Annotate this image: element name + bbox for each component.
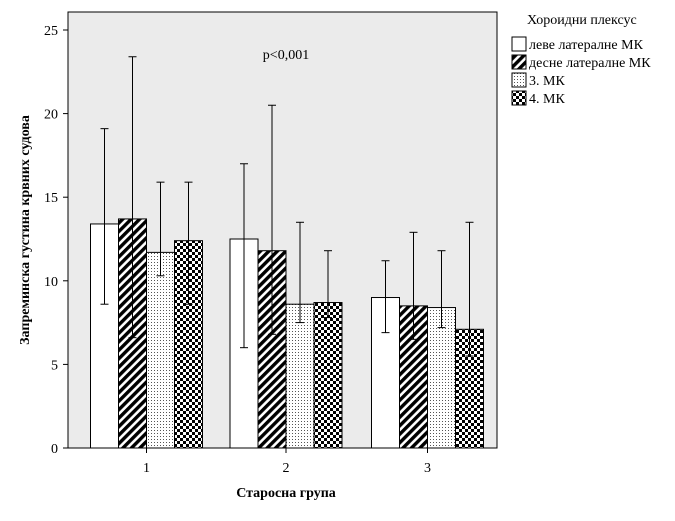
legend: Хороидни плексус леве латералне МК десне …	[511, 13, 651, 107]
x-tick-label: 3	[424, 461, 431, 476]
legend-label: леве латералне МК	[529, 38, 644, 53]
y-tick-label: 5	[51, 358, 58, 373]
y-axis-label: Запреминска густина крвних судова	[18, 115, 33, 345]
bar	[146, 251, 175, 449]
legend-swatch	[511, 72, 527, 88]
legend-label: 4. МК	[529, 92, 565, 107]
bar	[455, 328, 484, 449]
legend-label: десне латералне МК	[529, 56, 651, 71]
p-value-annotation: p<0,001	[263, 48, 309, 63]
legend-swatch	[511, 36, 527, 52]
legend-title: Хороидни плексус	[527, 13, 637, 28]
y-tick-label: 20	[44, 108, 58, 123]
legend-label: 3. МК	[529, 74, 565, 89]
bar	[174, 240, 203, 449]
bar	[285, 303, 315, 449]
error-bars-layer	[100, 56, 474, 357]
x-tick-label: 2	[283, 461, 290, 476]
x-tick-label: 1	[143, 461, 150, 476]
bar	[313, 302, 343, 449]
y-tick-label: 0	[51, 442, 58, 457]
y-tick-label: 25	[44, 24, 58, 39]
x-axis-label: Старосна група	[236, 486, 336, 501]
y-tick-label: 10	[44, 275, 58, 290]
legend-swatch	[511, 90, 527, 106]
y-tick-label: 15	[44, 191, 58, 206]
axes-layer: 0 5 10 15 20 25 1 2 3	[44, 24, 431, 476]
legend-swatch	[511, 54, 527, 70]
bar	[427, 307, 456, 449]
